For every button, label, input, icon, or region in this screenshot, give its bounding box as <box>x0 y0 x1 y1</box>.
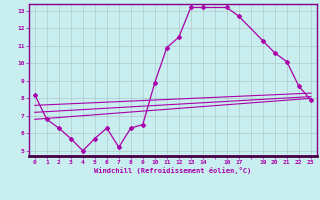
X-axis label: Windchill (Refroidissement éolien,°C): Windchill (Refroidissement éolien,°C) <box>94 167 252 174</box>
